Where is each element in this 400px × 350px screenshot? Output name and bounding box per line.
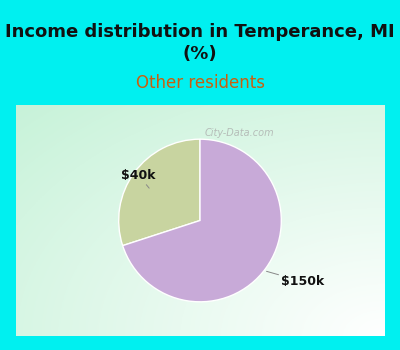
Text: $150k: $150k — [266, 271, 324, 288]
Text: $40k: $40k — [122, 169, 156, 188]
Text: Other residents: Other residents — [136, 75, 264, 92]
Wedge shape — [123, 139, 281, 302]
Text: Income distribution in Temperance, MI
(%): Income distribution in Temperance, MI (%… — [5, 23, 395, 63]
Text: City-Data.com: City-Data.com — [204, 128, 274, 138]
Wedge shape — [119, 139, 200, 246]
